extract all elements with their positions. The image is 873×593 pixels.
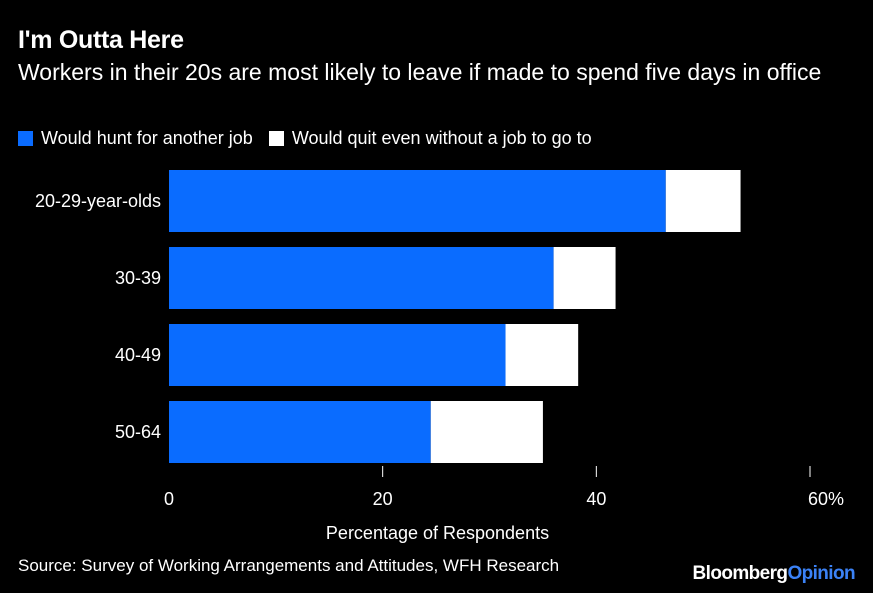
x-tick-label: 60% [808,489,844,509]
x-axis-title: Percentage of Respondents [326,523,549,543]
bar-20-29-year-olds-hunt [169,170,666,232]
category-label: 40-49 [115,345,161,365]
bar-30-39-hunt [169,247,554,309]
x-tick-label: 40 [586,489,606,509]
bar-20-29-year-olds-quit [666,170,741,232]
bar-chart: 20-29-year-olds 30-39 40-49 50-64 0 20 40 60% Pe… [0,0,873,593]
bar-50-64-quit [431,401,543,463]
bar-40-49-quit [506,324,579,386]
x-tick-label: 0 [164,489,174,509]
category-label: 30-39 [115,268,161,288]
category-label: 50-64 [115,422,161,442]
bar-30-39-quit [554,247,616,309]
category-label: 20-29-year-olds [35,191,161,211]
x-tick-label: 20 [373,489,393,509]
brand-accent: Opinion [787,563,855,584]
bar-40-49-hunt [169,324,506,386]
source-note: Source: Survey of Working Arrangements a… [18,556,559,576]
brand-main: Bloomberg [693,563,788,584]
bar-50-64-hunt [169,401,431,463]
brand-logo: BloombergOpinion [693,563,855,585]
